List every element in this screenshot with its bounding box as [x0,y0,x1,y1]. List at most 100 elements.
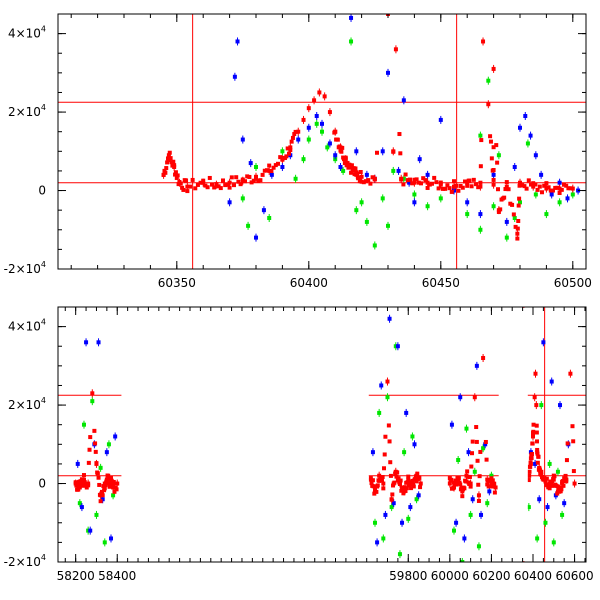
point-top-2-40 [518,180,522,185]
dense-point [559,487,564,492]
dense-point [496,187,500,192]
dense-point [405,480,410,485]
point-top-2-41 [531,184,536,189]
dense-point [400,485,405,490]
dense-point [471,177,476,182]
point-bottom-2-39 [532,395,537,400]
dense-point [476,482,481,487]
dense-point [418,485,423,490]
point-bottom-1-6 [100,497,105,502]
dense-point [93,441,98,446]
point-bottom-1-31 [487,489,492,494]
dense-point [495,160,500,165]
dense-point [564,183,569,188]
point-bottom-1-34 [537,497,542,502]
dense-point [502,195,507,200]
dense-point [544,476,549,481]
dense-point [96,475,101,480]
dense-point [535,439,540,444]
dense-point [451,486,456,491]
dense-point [88,435,93,440]
dense-point [506,187,511,192]
dense-point [562,182,566,187]
dense-point [353,166,358,171]
dense-point [203,183,208,188]
dense-point [503,187,508,192]
dense-point [109,475,114,480]
point-top-0-14 [349,39,354,44]
dense-point [333,129,338,134]
ytick-label-top-3: 4×104 [8,25,46,41]
dense-point [381,486,386,491]
dense-point [287,151,291,156]
dense-point [106,473,111,478]
point-bottom-0-5 [98,465,103,470]
dense-point [260,172,265,177]
dense-point [542,476,547,481]
point-top-1-26 [425,172,430,177]
dense-point [516,218,521,223]
dense-point [349,170,354,175]
point-top-1-16 [338,165,343,169]
dense-point [535,460,540,465]
dense-point [419,181,423,186]
plot-area-top [58,14,586,269]
dense-point [463,179,467,184]
dense-point [511,212,516,217]
dense-point [175,173,180,178]
dense-point [173,172,178,177]
dense-point [75,487,80,492]
dense-point [401,491,406,496]
point-top-1-1 [232,74,237,79]
dense-point [370,175,375,180]
dense-point [535,187,540,192]
point-bottom-0-6 [102,540,107,545]
dense-point [470,439,475,444]
point-bottom-0-23 [464,426,469,431]
dense-point [104,477,109,482]
ytick-label-top-0: -2×104 [4,260,46,276]
point-bottom-2-51 [568,371,573,376]
dense-point [84,485,89,490]
point-top-0-27 [504,235,509,240]
point-top-0-5 [293,176,298,181]
xtick-label-bottom-1: 58400 [98,569,136,583]
point-bottom-1-5 [96,340,101,345]
dense-point [411,482,416,487]
point-top-1-22 [386,70,390,75]
dense-point [221,178,225,183]
dense-point [368,181,373,186]
dense-point [391,483,396,488]
point-bottom-2-14 [381,481,386,486]
dense-point [571,469,576,474]
dense-point [565,441,570,446]
dense-point [458,183,463,188]
point-bottom-2-35 [493,485,498,490]
point-bottom-1-40 [562,501,567,506]
dense-point [278,155,283,160]
dense-point [467,474,472,479]
point-top-1-33 [512,165,517,169]
point-bottom-1-28 [474,363,479,368]
point-top-1-44 [417,157,422,162]
dense-point [249,180,254,185]
dense-point [414,177,419,182]
point-bottom-2-40 [533,371,538,376]
point-bottom-2-31 [476,493,481,498]
dense-point [414,479,419,484]
dense-point [540,190,544,195]
dense-point [391,149,396,154]
point-bottom-0-8 [111,493,116,498]
point-bottom-0-0 [77,501,82,506]
dense-point [359,179,364,184]
point-top-1-43 [401,98,406,103]
dense-point [86,483,91,488]
point-top-2-1 [166,153,171,158]
frame-top [57,13,587,270]
dense-point [344,163,349,168]
dense-point [456,476,461,481]
dense-point [539,472,544,477]
dense-point [273,163,278,168]
point-bottom-1-10 [370,450,375,455]
dense-point [111,484,116,489]
